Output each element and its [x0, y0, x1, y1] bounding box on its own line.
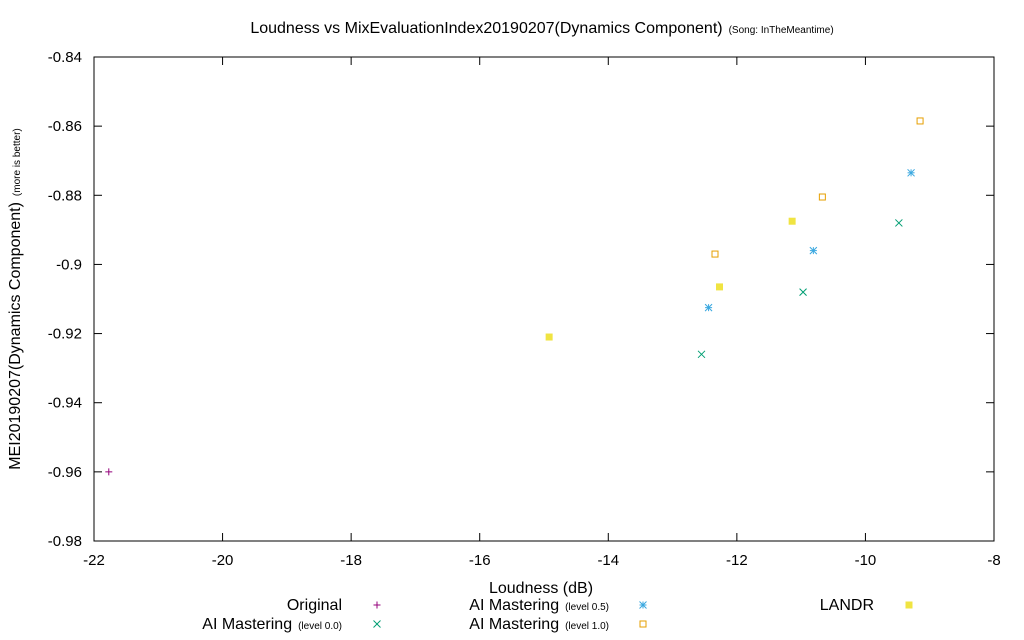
y-tick-label: -0.88: [48, 187, 82, 204]
data-point-filled-square: [788, 217, 796, 225]
data-point-filled-square: [716, 283, 723, 291]
x-tick-label: -8: [987, 552, 1000, 569]
y-tick-label: -0.92: [48, 326, 82, 343]
legend-label: AI Mastering (level 0.5): [469, 597, 609, 614]
legend-label: AI Mastering (level 0.0): [202, 616, 342, 633]
legend: Original AI Mastering (level 0.0) AI Master…: [202, 597, 913, 633]
data-point-star: [704, 303, 713, 312]
data-point-open-square: [711, 250, 719, 258]
legend-marker-plus: [373, 601, 381, 609]
y-tick-label: -0.98: [48, 533, 82, 550]
axis-ticks: -22 -20 -18 -16 -14 -12 -10 -8 -0.98 -0.96 -0.94 -0…: [48, 49, 1001, 569]
legend-label: LANDR: [820, 597, 874, 614]
legend-marker-open-square: [639, 620, 647, 628]
data-point-open-square: [916, 117, 924, 125]
y-tick-label: -0.9: [56, 256, 82, 273]
y-axis-label-main: MEI20190207(Dynamics Component): [7, 202, 24, 470]
chart-title: Loudness vs MixEvaluationIndex20190207(D…: [250, 20, 833, 37]
data-point-star: [809, 246, 818, 255]
data-point-cross: [799, 288, 807, 296]
y-tick-label: -0.86: [48, 118, 82, 135]
x-axis-label: Loudness (dB): [489, 580, 593, 597]
data-point-filled-square: [545, 333, 553, 341]
x-tick-label: -20: [212, 552, 234, 569]
data-point-cross: [697, 350, 706, 359]
legend-label: AI Mastering (level 1.0): [469, 616, 609, 633]
chart-title-main: Loudness vs MixEvaluationIndex20190207(D…: [250, 20, 722, 37]
plot-frame: [93, 56, 995, 542]
x-tick-label: -10: [855, 552, 877, 569]
x-tick-label: -22: [83, 552, 105, 569]
data-points: [105, 117, 924, 476]
y-tick-label: -0.94: [48, 395, 82, 412]
y-tick-label: -0.84: [48, 49, 82, 66]
x-tick-label: -16: [469, 552, 491, 569]
legend-marker-star: [639, 601, 647, 609]
y-axis-label-note: (more is better): [12, 128, 23, 196]
chart-subtitle: (Song: InTheMeantime): [729, 25, 834, 36]
data-point-open-square: [818, 193, 826, 201]
data-point-plus: [105, 468, 113, 476]
x-tick-label: -18: [340, 552, 362, 569]
data-point-cross: [895, 219, 903, 227]
legend-label: Original: [287, 597, 342, 614]
y-axis-label: MEI20190207(Dynamics Component) (more is …: [7, 128, 24, 469]
y-tick-label: -0.96: [48, 464, 82, 481]
data-point-star: [907, 168, 915, 177]
legend-marker-filled-square: [905, 601, 913, 609]
x-tick-label: -14: [597, 552, 619, 569]
legend-marker-cross: [373, 620, 381, 628]
x-tick-label: -12: [726, 552, 748, 569]
